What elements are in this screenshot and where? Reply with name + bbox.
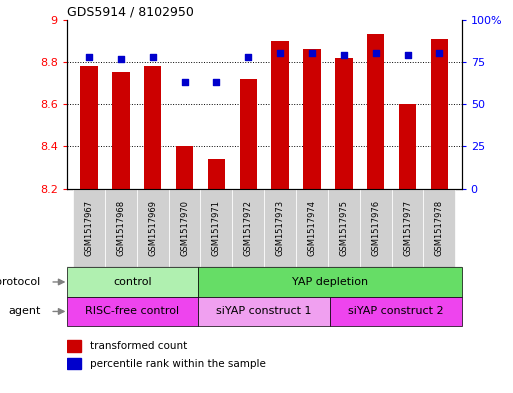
Bar xyxy=(367,35,384,189)
Bar xyxy=(80,66,98,189)
Bar xyxy=(240,79,257,189)
Text: GSM1517976: GSM1517976 xyxy=(371,200,380,256)
Text: agent: agent xyxy=(8,307,41,316)
Text: GSM1517973: GSM1517973 xyxy=(275,200,285,256)
Bar xyxy=(335,58,352,189)
Text: siYAP construct 2: siYAP construct 2 xyxy=(348,307,444,316)
Text: siYAP construct 1: siYAP construct 1 xyxy=(216,307,312,316)
Bar xyxy=(232,189,264,267)
Bar xyxy=(169,189,201,267)
Bar xyxy=(399,104,417,189)
Bar xyxy=(67,297,199,326)
Text: GSM1517967: GSM1517967 xyxy=(85,200,93,256)
Point xyxy=(244,54,252,60)
Point xyxy=(371,50,380,57)
Text: percentile rank within the sample: percentile rank within the sample xyxy=(90,358,266,369)
Bar xyxy=(137,189,169,267)
Text: GSM1517974: GSM1517974 xyxy=(307,200,317,256)
Bar xyxy=(271,41,289,189)
Bar xyxy=(112,72,130,189)
Bar xyxy=(328,189,360,267)
Bar xyxy=(201,189,232,267)
Bar xyxy=(67,267,199,297)
Text: GSM1517975: GSM1517975 xyxy=(339,200,348,256)
Point xyxy=(149,54,157,60)
Point xyxy=(340,52,348,58)
Text: YAP depletion: YAP depletion xyxy=(292,277,368,287)
Text: GSM1517970: GSM1517970 xyxy=(180,200,189,256)
Point xyxy=(308,50,316,57)
Bar xyxy=(208,159,225,189)
Bar xyxy=(67,340,81,352)
Bar xyxy=(73,189,105,267)
Text: protocol: protocol xyxy=(0,277,41,287)
Bar xyxy=(264,189,296,267)
Bar xyxy=(67,358,81,369)
Text: GSM1517971: GSM1517971 xyxy=(212,200,221,256)
Point xyxy=(212,79,221,85)
Bar xyxy=(144,66,162,189)
Bar xyxy=(105,189,137,267)
Bar xyxy=(296,189,328,267)
Bar xyxy=(391,189,423,267)
Point xyxy=(181,79,189,85)
Text: GSM1517978: GSM1517978 xyxy=(435,200,444,256)
Text: GSM1517969: GSM1517969 xyxy=(148,200,157,256)
Text: RISC-free control: RISC-free control xyxy=(86,307,180,316)
Bar xyxy=(199,297,330,326)
Bar xyxy=(303,49,321,189)
Point xyxy=(403,52,411,58)
Point xyxy=(436,50,444,57)
Text: GSM1517972: GSM1517972 xyxy=(244,200,253,256)
Text: GDS5914 / 8102950: GDS5914 / 8102950 xyxy=(67,6,193,18)
Point xyxy=(85,54,93,60)
Bar xyxy=(176,146,193,189)
Bar xyxy=(430,39,448,189)
Text: GSM1517968: GSM1517968 xyxy=(116,200,125,256)
Text: transformed count: transformed count xyxy=(90,341,188,351)
Bar xyxy=(330,297,462,326)
Point xyxy=(276,50,284,57)
Point xyxy=(117,55,125,62)
Text: GSM1517977: GSM1517977 xyxy=(403,200,412,256)
Text: control: control xyxy=(113,277,152,287)
Bar xyxy=(423,189,456,267)
Bar xyxy=(360,189,391,267)
Bar xyxy=(199,267,462,297)
